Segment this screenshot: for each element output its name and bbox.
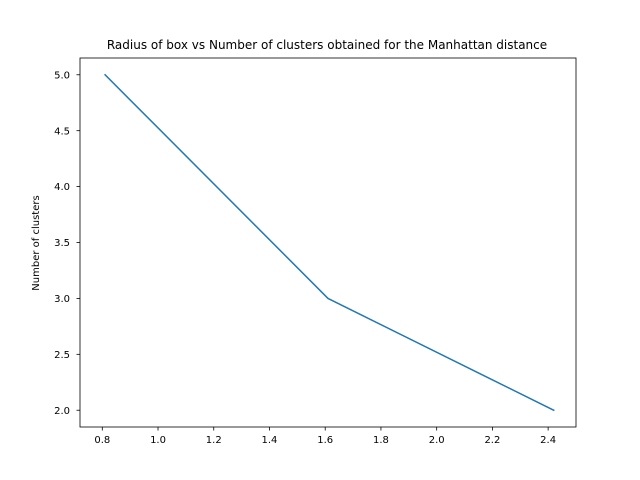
series-line-0 bbox=[104, 73, 555, 412]
y-tick-label: 3.5 bbox=[54, 238, 70, 249]
y-tick-label: 4.5 bbox=[54, 126, 70, 137]
x-tick-label: 0.8 bbox=[94, 435, 110, 446]
y-tick-label: 2.5 bbox=[54, 350, 70, 361]
x-tick-label: 2.4 bbox=[540, 435, 556, 446]
plot-frame bbox=[79, 57, 577, 428]
y-tick-label: 4.0 bbox=[54, 182, 70, 193]
x-tick-label: 2.0 bbox=[429, 435, 445, 446]
chart-title: Radius of box vs Number of clusters obta… bbox=[107, 38, 547, 52]
y-tick-label: 5.0 bbox=[54, 70, 70, 81]
x-tick-label: 1.6 bbox=[317, 435, 333, 446]
x-tick-label: 1.8 bbox=[373, 435, 389, 446]
x-tick-label: 2.2 bbox=[484, 435, 500, 446]
plot-area: 0.8 1.0 1.2 1.4 1.6 1.8 2.0 2.2 2.4 2.0 2.5 3.0 3.5 4… bbox=[54, 57, 577, 446]
x-tick-label: 1.0 bbox=[150, 435, 166, 446]
x-tick-label: 1.2 bbox=[206, 435, 222, 446]
x-tick-label: 1.4 bbox=[262, 435, 278, 446]
y-tick-label: 2.0 bbox=[54, 406, 70, 417]
y-tick-label: 3.0 bbox=[54, 294, 70, 305]
y-axis-label: Number of clusters bbox=[31, 195, 42, 290]
